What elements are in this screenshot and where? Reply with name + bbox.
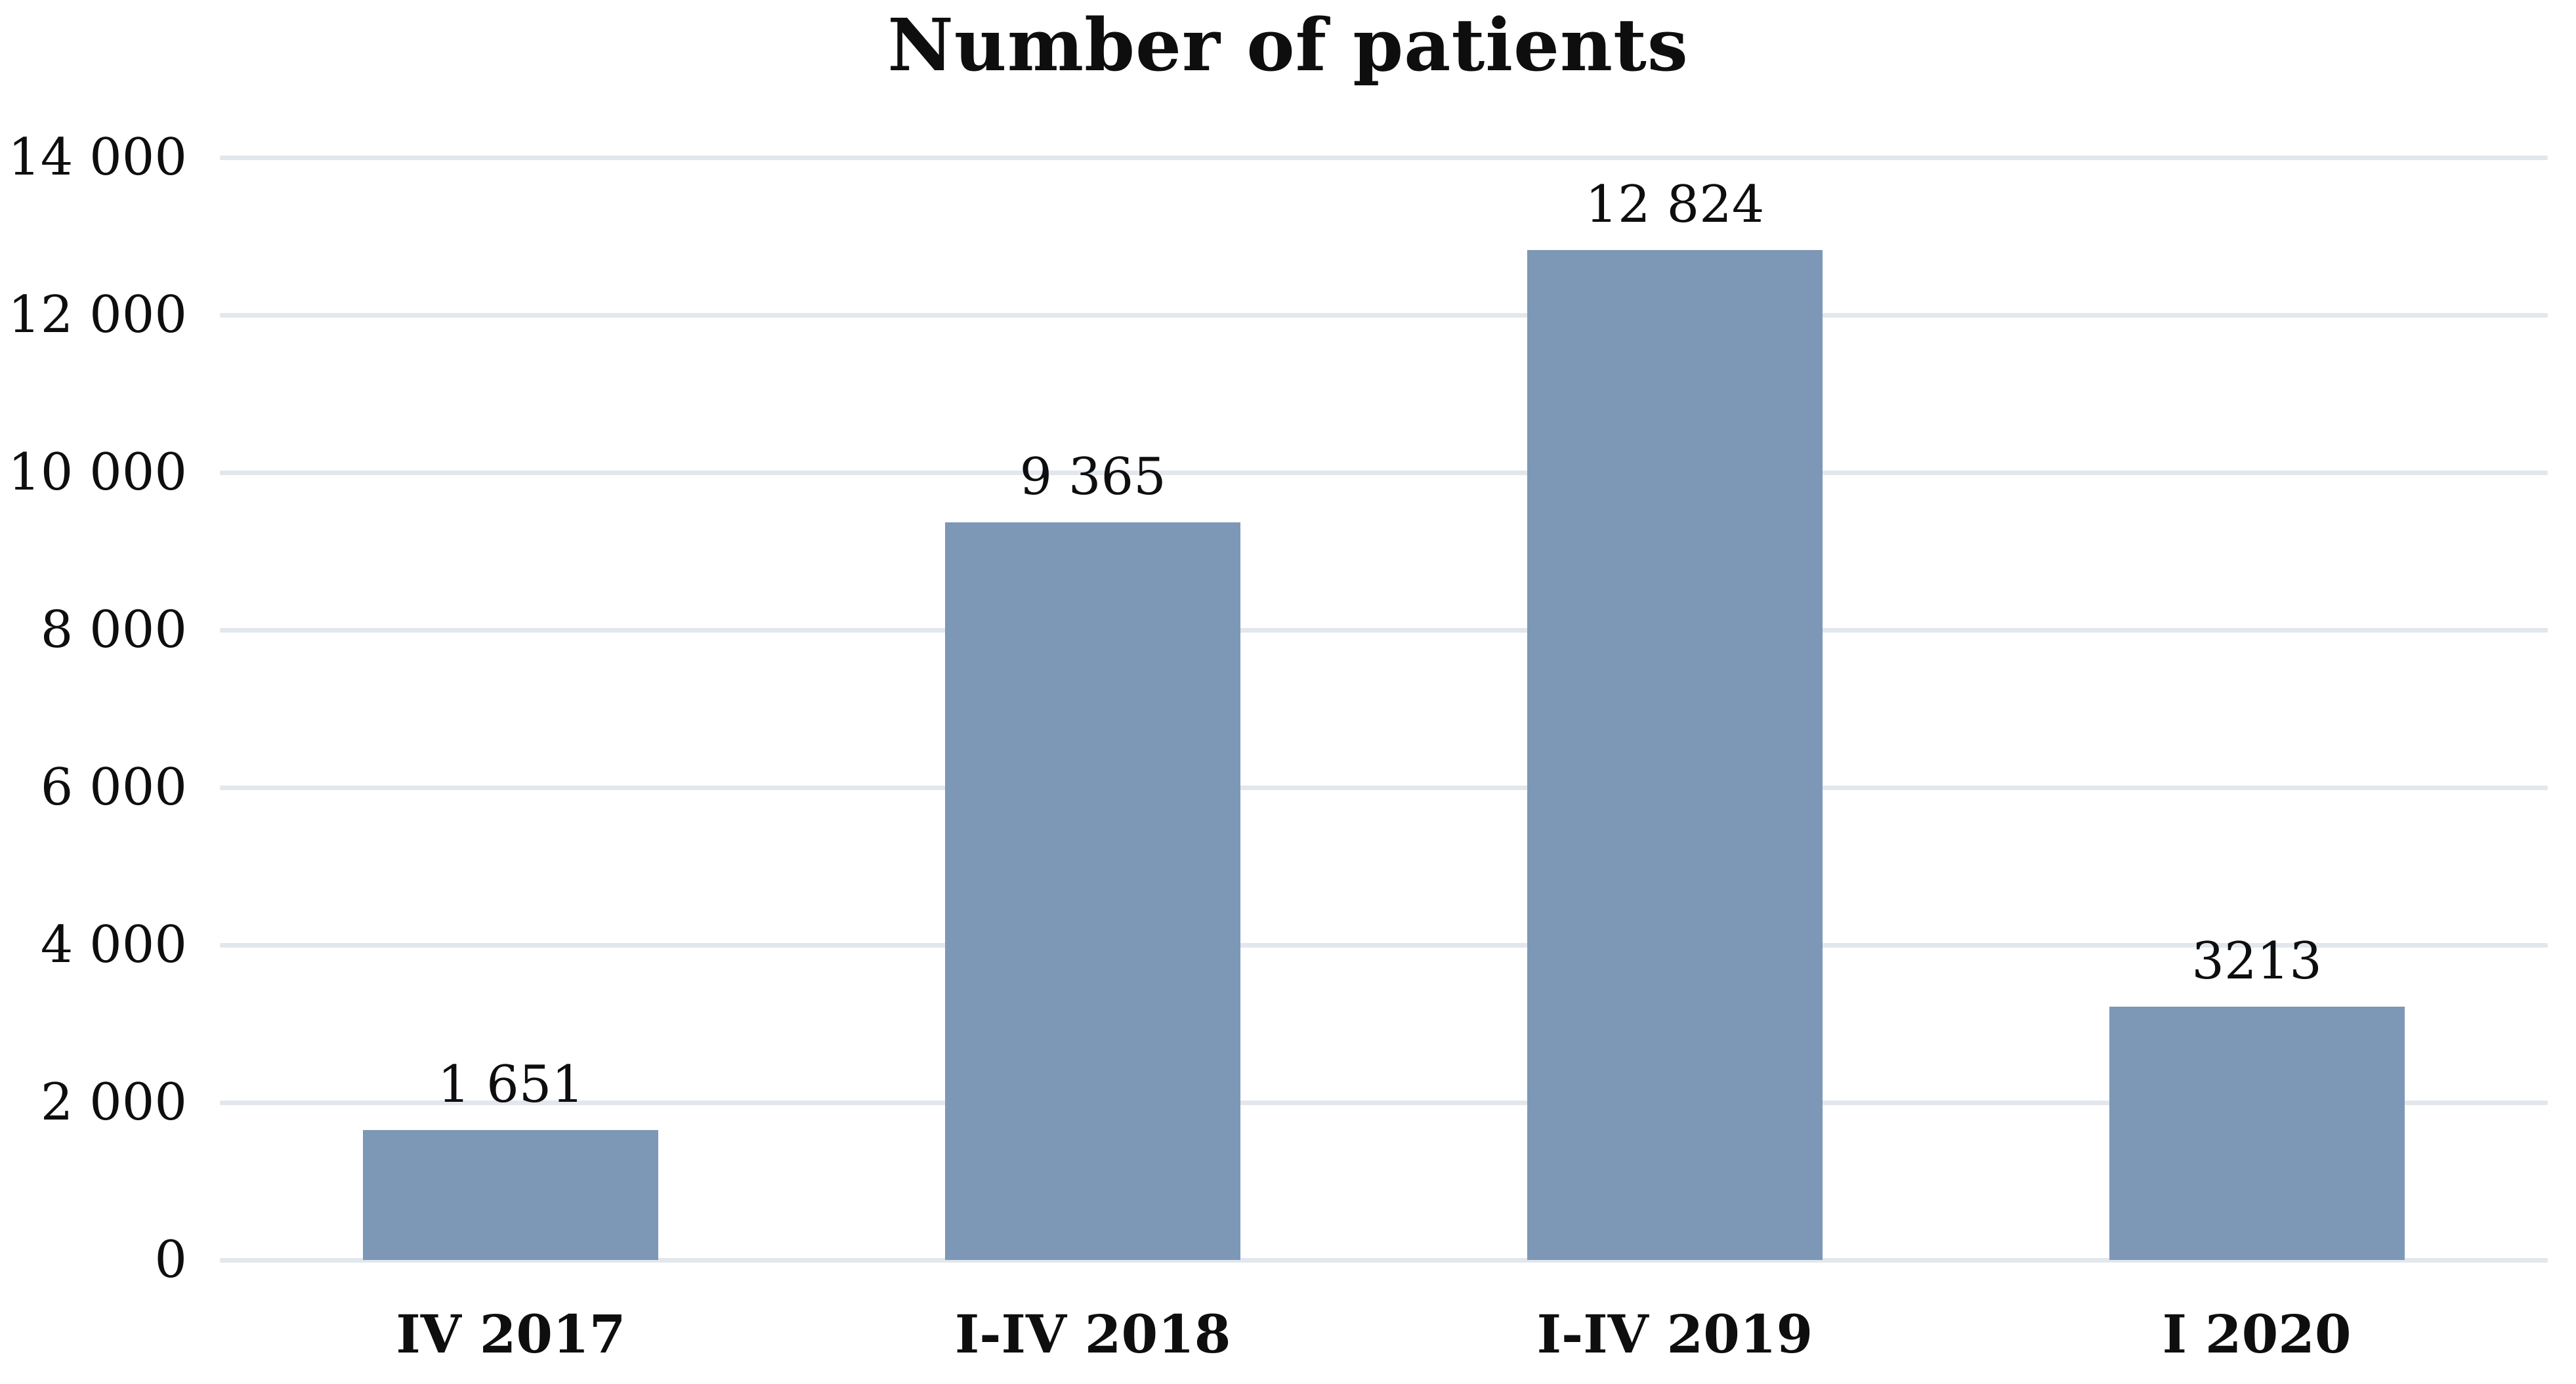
gridline [220,942,2548,948]
y-axis-tick-label: 10 000 [8,443,187,502]
y-axis-tick-label: 8 000 [40,600,187,660]
y-axis-tick-label: 6 000 [40,758,187,817]
y-axis-tick-label: 12 000 [8,285,187,345]
x-axis-category-label: I-IV 2018 [954,1303,1231,1365]
bar-value-label: 3213 [2191,932,2322,992]
gridline [220,627,2548,633]
bar [363,1129,659,1260]
y-axis-tick-label: 4 000 [40,915,187,975]
bar-value-label: 1 651 [437,1055,585,1114]
x-axis-category-label: IV 2017 [396,1303,626,1365]
x-axis-category-label: I 2020 [2162,1303,2352,1365]
gridline [220,470,2548,475]
x-axis-category-label: I-IV 2019 [1536,1303,1813,1365]
y-axis-tick-label: 2 000 [40,1073,187,1132]
gridline [220,1100,2548,1105]
bar [1527,250,1823,1260]
chart-title: Number of patients [887,3,1689,87]
bar [2109,1007,2405,1260]
y-axis-tick-label: 14 000 [8,128,187,187]
bar [945,522,1241,1260]
gridline [220,1257,2548,1263]
gridline [220,312,2548,318]
bar-value-label: 12 824 [1585,175,1765,235]
gridline [220,155,2548,160]
y-axis-tick-label: 0 [154,1230,187,1290]
gridline [220,785,2548,790]
bar-value-label: 9 365 [1019,448,1166,507]
